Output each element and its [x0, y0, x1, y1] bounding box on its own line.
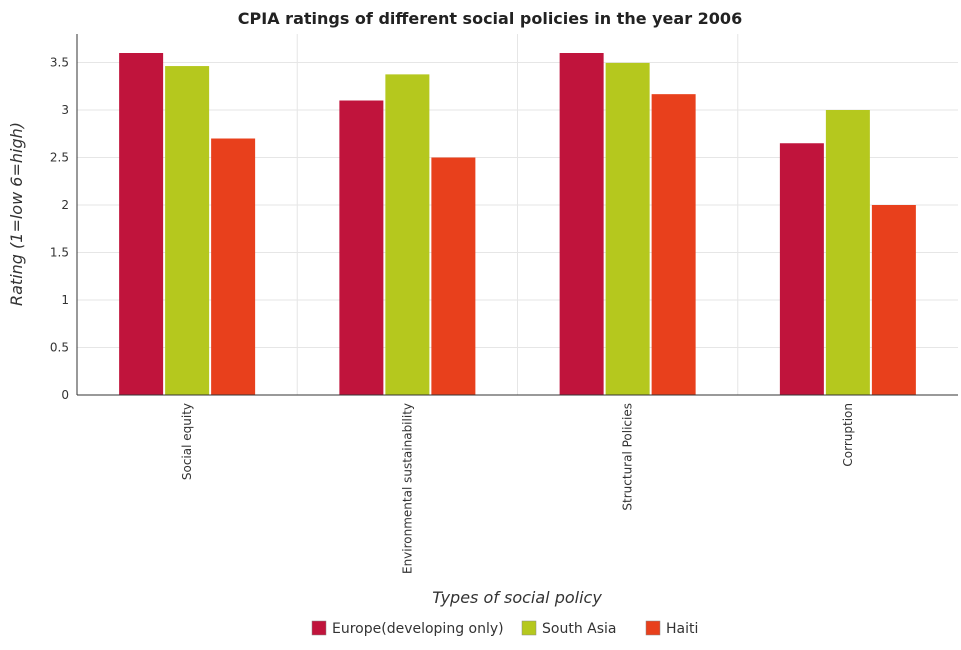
- legend-label: Europe(developing only): [332, 621, 504, 637]
- y-tick-label: 0.5: [50, 341, 69, 355]
- y-tick-label: 3: [61, 103, 69, 117]
- y-tick-labels: 0 0.5 1 1.5 2 2.5 3 3.5: [50, 56, 69, 403]
- legend-swatch: [521, 620, 537, 636]
- bars: [119, 53, 916, 396]
- bar: [165, 66, 210, 395]
- x-tick-label: Corruption: [841, 403, 855, 467]
- bar: [605, 62, 650, 396]
- y-tick-label: 1: [61, 293, 69, 307]
- bar: [825, 110, 870, 395]
- x-tick-label: Environmental sustainability: [400, 403, 414, 574]
- bar: [385, 74, 430, 395]
- legend-swatch: [311, 620, 327, 636]
- y-tick-label: 3.5: [50, 56, 69, 70]
- y-tick-label: 2: [61, 198, 69, 212]
- legend-label: Haiti: [666, 621, 698, 637]
- legend-label: South Asia: [542, 621, 616, 637]
- x-axis-title: Types of social policy: [432, 588, 602, 607]
- x-tick-labels: Social equity Environmental sustainabilit…: [180, 403, 855, 574]
- x-tick-label: Structural Policies: [621, 403, 635, 511]
- legend-swatch: [645, 620, 661, 636]
- bar: [119, 53, 164, 395]
- y-tick-label: 0: [61, 388, 69, 402]
- x-tick-label: Social equity: [180, 403, 194, 480]
- y-axis-title: Rating (1=low 6=high): [7, 122, 26, 306]
- y-tick-label: 1.5: [50, 246, 69, 260]
- bar: [431, 157, 476, 395]
- bar: [651, 94, 696, 395]
- legend: Europe(developing only) South Asia Haiti: [311, 620, 698, 637]
- y-tick-label: 2.5: [50, 151, 69, 165]
- bar: [559, 53, 604, 395]
- grid: [77, 34, 958, 395]
- bar: [339, 100, 384, 395]
- bar: [211, 138, 256, 395]
- chart-title: CPIA ratings of different social policie…: [238, 9, 742, 28]
- bar: [871, 205, 916, 395]
- bar: [779, 143, 824, 395]
